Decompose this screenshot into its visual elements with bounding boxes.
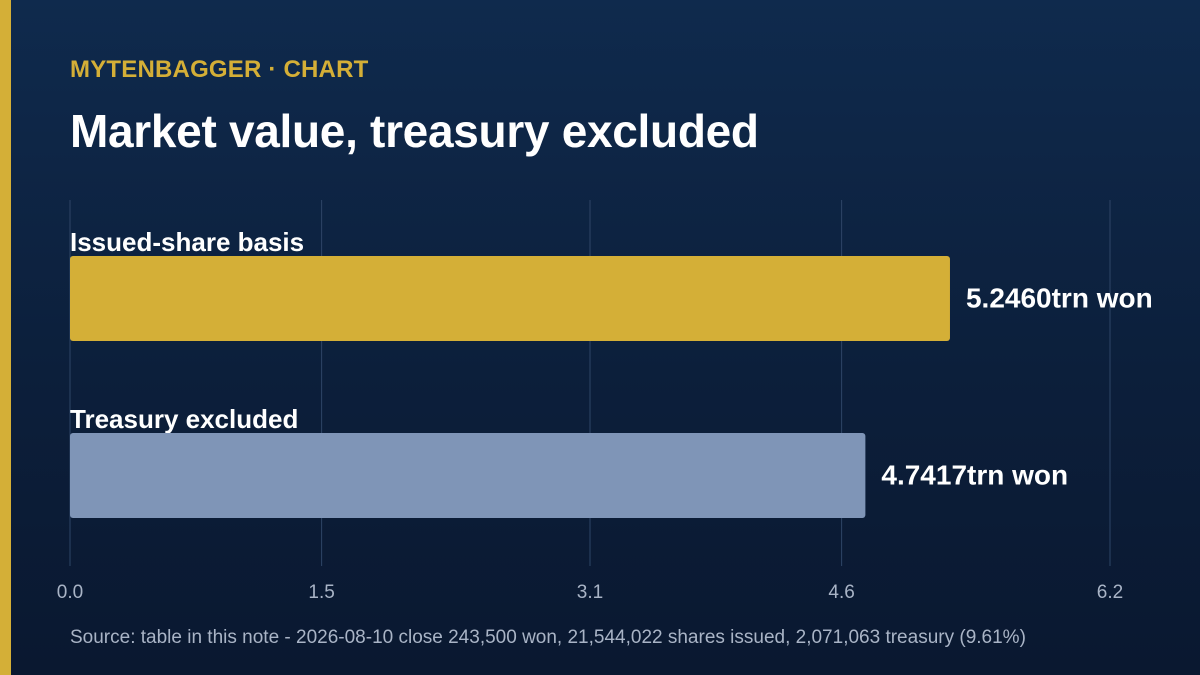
bar bbox=[70, 433, 866, 518]
chart-title: Market value, treasury excluded bbox=[70, 105, 759, 157]
x-tick-label: 4.6 bbox=[828, 582, 854, 603]
bar-value-label: 4.7417trn won bbox=[881, 460, 1068, 491]
x-tick-label: 6.2 bbox=[1097, 582, 1123, 603]
bar bbox=[70, 256, 950, 341]
category-label: Issued-share basis bbox=[70, 227, 304, 257]
category-label: Treasury excluded bbox=[70, 404, 298, 434]
chart-kicker: MYTENBAGGER · CHART bbox=[70, 56, 369, 83]
source-note: Source: table in this note - 2026-08-10 … bbox=[70, 627, 1026, 648]
x-tick-label: 1.5 bbox=[308, 582, 334, 603]
x-tick-label: 0.0 bbox=[57, 582, 83, 603]
accent-bar bbox=[0, 0, 11, 675]
bar-value-label: 5.2460trn won bbox=[966, 283, 1153, 314]
x-tick-label: 3.1 bbox=[577, 582, 603, 603]
